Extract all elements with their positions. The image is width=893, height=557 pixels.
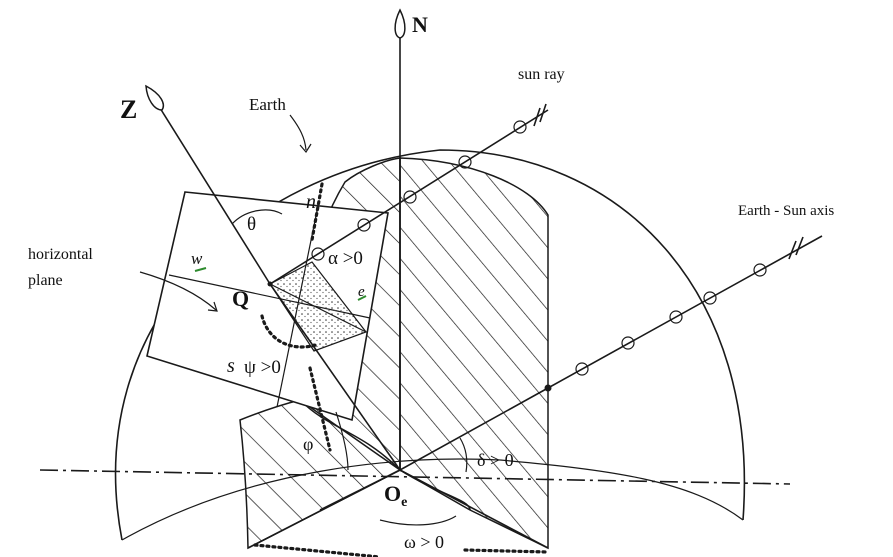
earth-label: Earth <box>249 95 286 114</box>
center-label: Oe <box>384 481 407 510</box>
earth-pointer <box>289 114 307 151</box>
zenith-label: Z <box>120 95 137 124</box>
delta-label: δ > 0 <box>477 450 514 470</box>
omega-arc <box>379 515 457 526</box>
north-label: N <box>412 12 428 37</box>
bottom-dotted-left <box>253 543 382 557</box>
psi-label: ψ >0 <box>244 357 281 378</box>
zenith-arrowhead <box>145 84 165 111</box>
theta-arc <box>231 209 283 225</box>
earth-sun-axis-line <box>547 235 823 389</box>
alpha-label: α >0 <box>328 248 363 269</box>
sun-ray-label: sun ray <box>518 66 565 83</box>
omega-label: ω > 0 <box>404 532 444 552</box>
bottom-dotted-right <box>463 548 550 554</box>
phi-arc <box>335 411 349 471</box>
theta-label: θ <box>247 214 256 235</box>
equator-reference-line <box>39 469 791 485</box>
omega-base <box>399 469 471 511</box>
west-direction-label: w <box>191 249 203 268</box>
earth-sun-axis-markers <box>575 263 767 376</box>
horizontal-plane-label-2: plane <box>28 272 63 289</box>
point-q-label: Q <box>232 286 249 311</box>
horizontal-plane-rect <box>146 191 389 422</box>
north-dotted <box>310 182 324 242</box>
east-direction-label: e <box>358 284 365 300</box>
earth-sun-axis-surface-point <box>544 384 552 392</box>
phi-label: φ <box>303 434 313 454</box>
earth-sun-axis-tick <box>788 236 804 260</box>
south-direction-label: s <box>227 355 235 377</box>
zenith-line <box>159 107 271 285</box>
delta-arc <box>459 437 468 473</box>
radius-to-q <box>269 283 401 471</box>
point-q-dot <box>267 281 273 287</box>
psi-arc <box>260 314 318 349</box>
sun-ray-tick <box>533 103 547 127</box>
sun-ray-line <box>269 109 549 285</box>
south-dotted <box>308 366 332 452</box>
meridian-right-band <box>399 157 549 550</box>
radius-to-sun-axis <box>399 387 549 471</box>
earth-sun-axis-label: Earth - Sun axis <box>738 203 834 219</box>
sun-ray-markers <box>311 120 527 261</box>
center-label-main: O <box>384 481 401 506</box>
east-marker <box>357 295 367 301</box>
north-arrowhead <box>394 8 406 39</box>
center-label-sub: e <box>401 495 407 510</box>
north-direction-label: n <box>306 191 316 213</box>
west-marker <box>194 267 207 272</box>
plane-pointer <box>139 271 217 311</box>
horizontal-plane-label-1: horizontal <box>28 246 93 263</box>
earth-outline <box>114 149 746 541</box>
